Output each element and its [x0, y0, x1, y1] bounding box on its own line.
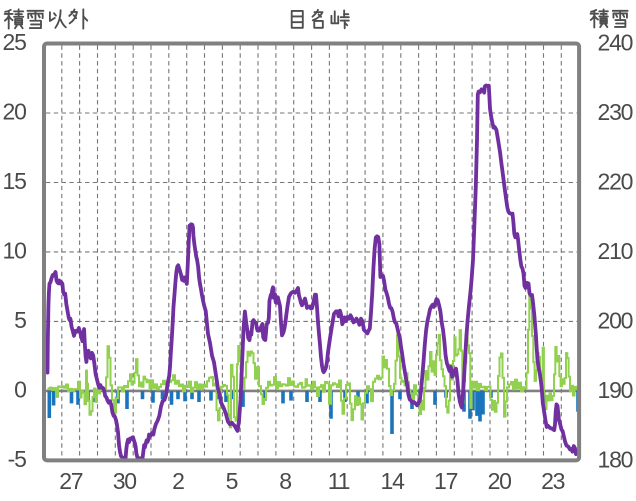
svg-text:240: 240: [598, 29, 633, 55]
svg-text:180: 180: [598, 446, 633, 472]
svg-text:220: 220: [598, 168, 633, 194]
svg-text:11: 11: [328, 468, 350, 494]
svg-text:230: 230: [598, 99, 633, 125]
svg-text:8: 8: [279, 468, 291, 494]
svg-text:200: 200: [598, 307, 633, 333]
svg-text:20: 20: [3, 98, 27, 124]
svg-text:20: 20: [488, 468, 512, 494]
svg-text:2: 2: [172, 468, 184, 494]
svg-text:27: 27: [59, 468, 83, 494]
svg-text:10: 10: [3, 237, 27, 263]
svg-text:25: 25: [3, 29, 27, 55]
svg-text:15: 15: [3, 168, 27, 194]
svg-text:0: 0: [14, 376, 26, 402]
svg-text:17: 17: [434, 468, 458, 494]
svg-text:190: 190: [598, 377, 633, 403]
svg-text:23: 23: [541, 468, 565, 494]
svg-text:14: 14: [381, 468, 406, 494]
svg-text:5: 5: [14, 307, 26, 333]
svg-text:30: 30: [113, 468, 137, 494]
svg-text:210: 210: [598, 238, 633, 264]
svg-text:5: 5: [226, 468, 238, 494]
svg-text:-5: -5: [8, 446, 26, 472]
